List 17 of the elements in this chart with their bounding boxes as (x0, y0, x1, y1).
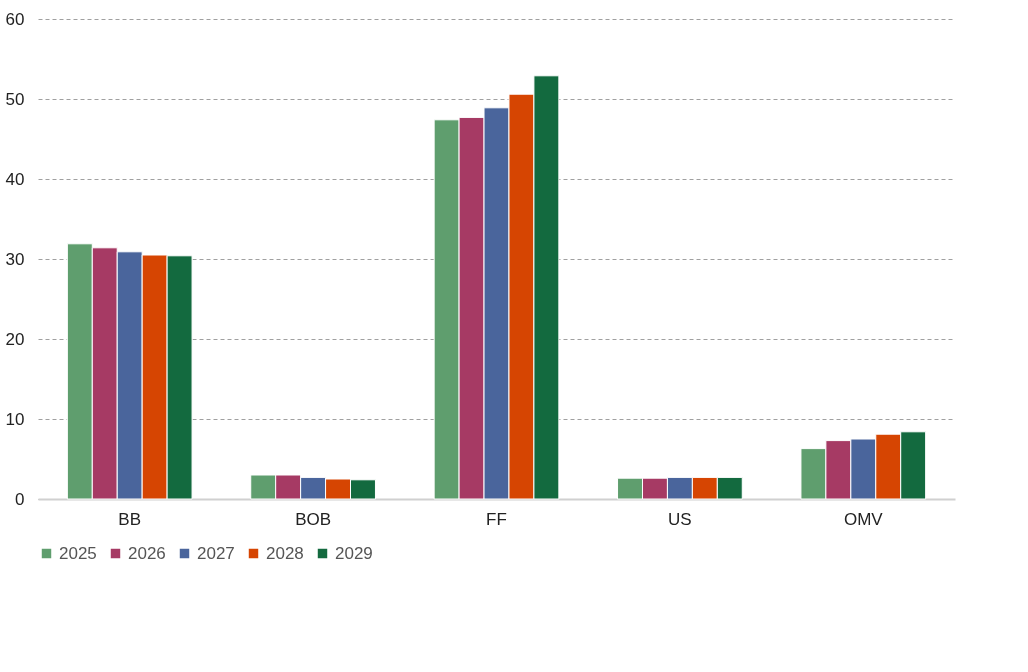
legend-label: 2026 (128, 543, 166, 563)
x-tick-label: BB (118, 509, 142, 529)
legend-label: 2029 (335, 543, 373, 563)
legend-label: 2027 (197, 543, 235, 563)
x-tick-label: OMV (843, 509, 884, 529)
y-tick-label: 10 (5, 409, 25, 429)
x-tick-label: BOB (295, 509, 332, 529)
y-tick-label: 40 (5, 169, 25, 189)
y-tick-label: 0 (15, 489, 25, 509)
x-tick-label: FF (486, 509, 507, 529)
y-tick-label: 30 (5, 249, 25, 269)
x-tick-label: US (668, 509, 692, 529)
y-tick-label: 20 (5, 329, 25, 349)
y-tick-label: 50 (5, 89, 25, 109)
legend-label: 2028 (266, 543, 304, 563)
legend-label: 2025 (59, 543, 97, 563)
y-tick-label: 60 (5, 9, 25, 29)
